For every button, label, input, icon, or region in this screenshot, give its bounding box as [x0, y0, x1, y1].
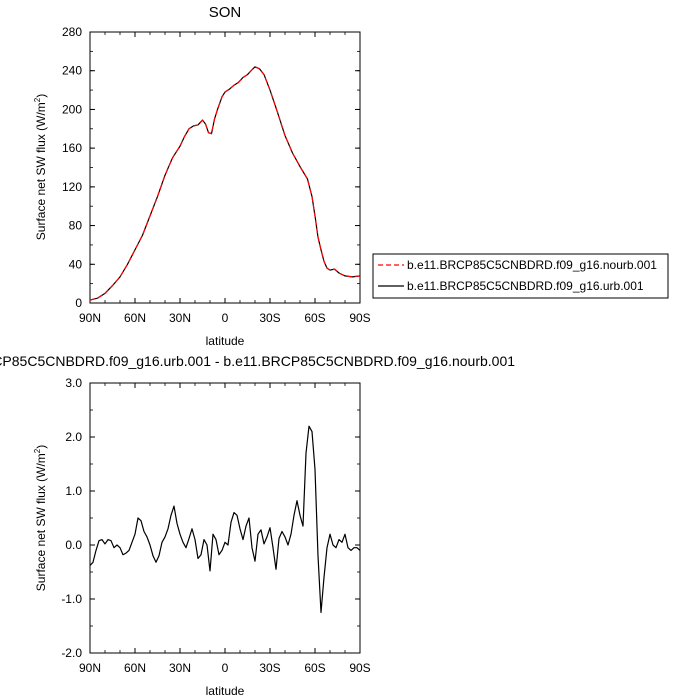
top-x-tick-label: 60N — [124, 311, 146, 325]
bottom-x-tick-label: 0 — [222, 661, 229, 675]
top-x-tick-label: 30N — [169, 311, 191, 325]
top-y-tick-label: 160 — [62, 141, 82, 155]
top-y-tick-label: 0 — [75, 296, 82, 310]
top-x-tick-label: 60S — [304, 311, 325, 325]
top-series-line-1 — [89, 66, 361, 301]
legend-box — [372, 253, 669, 299]
top-x-tick-label: 0 — [222, 311, 229, 325]
top-y-tick-label: 240 — [62, 64, 82, 78]
bottom-chart: b.e11.BRCP85C5CNBDRD.f09_g16.urb.001 - b… — [0, 353, 515, 698]
bottom-x-axis-label: latitude — [206, 684, 245, 698]
bottom-y-axis-label: Surface net SW flux (W/m2) — [33, 445, 48, 591]
top-y-tick-label: 80 — [69, 219, 83, 233]
top-x-tick-label: 90S — [349, 311, 370, 325]
bottom-plot-frame — [89, 382, 361, 654]
bottom-x-tick-label: 60S — [304, 661, 325, 675]
top-x-tick-label: 30S — [259, 311, 280, 325]
top-x-axis-label: latitude — [206, 334, 245, 348]
legend: b.e11.BRCP85C5CNBDRD.f09_g16.nourb.001 b… — [372, 253, 669, 299]
bottom-chart-title: b.e11.BRCP85C5CNBDRD.f09_g16.urb.001 - b… — [0, 353, 515, 369]
top-y-tick-label: 120 — [62, 180, 82, 194]
top-plot-frame — [89, 31, 361, 304]
legend-label-urb: b.e11.BRCP85C5CNBDRD.f09_g16.urb.001 — [407, 279, 644, 293]
top-chart: SON 90N 60N 30N 0 30S 60S 90S 0 40 80 120 160 200 240… — [33, 4, 371, 348]
bottom-series-line-0 — [89, 425, 361, 614]
legend-label-nourb: b.e11.BRCP85C5CNBDRD.f09_g16.nourb.001 — [407, 258, 657, 272]
top-x-tick-label: 90N — [79, 311, 101, 325]
top-y-tick-label: 40 — [69, 257, 83, 271]
bottom-y-tick-label: 3.0 — [65, 376, 82, 390]
top-y-axis-label: Surface net SW flux (W/m2) — [33, 94, 48, 240]
bottom-y-tick-label: -2.0 — [61, 646, 82, 660]
bottom-y-tick-label: 2.0 — [65, 430, 82, 444]
bottom-x-tick-label: 90N — [79, 661, 101, 675]
top-y-tick-label: 200 — [62, 102, 82, 116]
top-series-line-0 — [89, 66, 361, 301]
top-y-tick-label: 280 — [62, 25, 82, 39]
top-chart-title: SON — [209, 4, 242, 21]
bottom-y-tick-label: 0.0 — [65, 538, 82, 552]
bottom-x-tick-label: 60N — [124, 661, 146, 675]
bottom-x-tick-label: 30S — [259, 661, 280, 675]
bottom-y-tick-label: 1.0 — [65, 484, 82, 498]
bottom-y-tick-label: -1.0 — [61, 592, 82, 606]
bottom-x-tick-label: 30N — [169, 661, 191, 675]
bottom-x-tick-label: 90S — [349, 661, 370, 675]
